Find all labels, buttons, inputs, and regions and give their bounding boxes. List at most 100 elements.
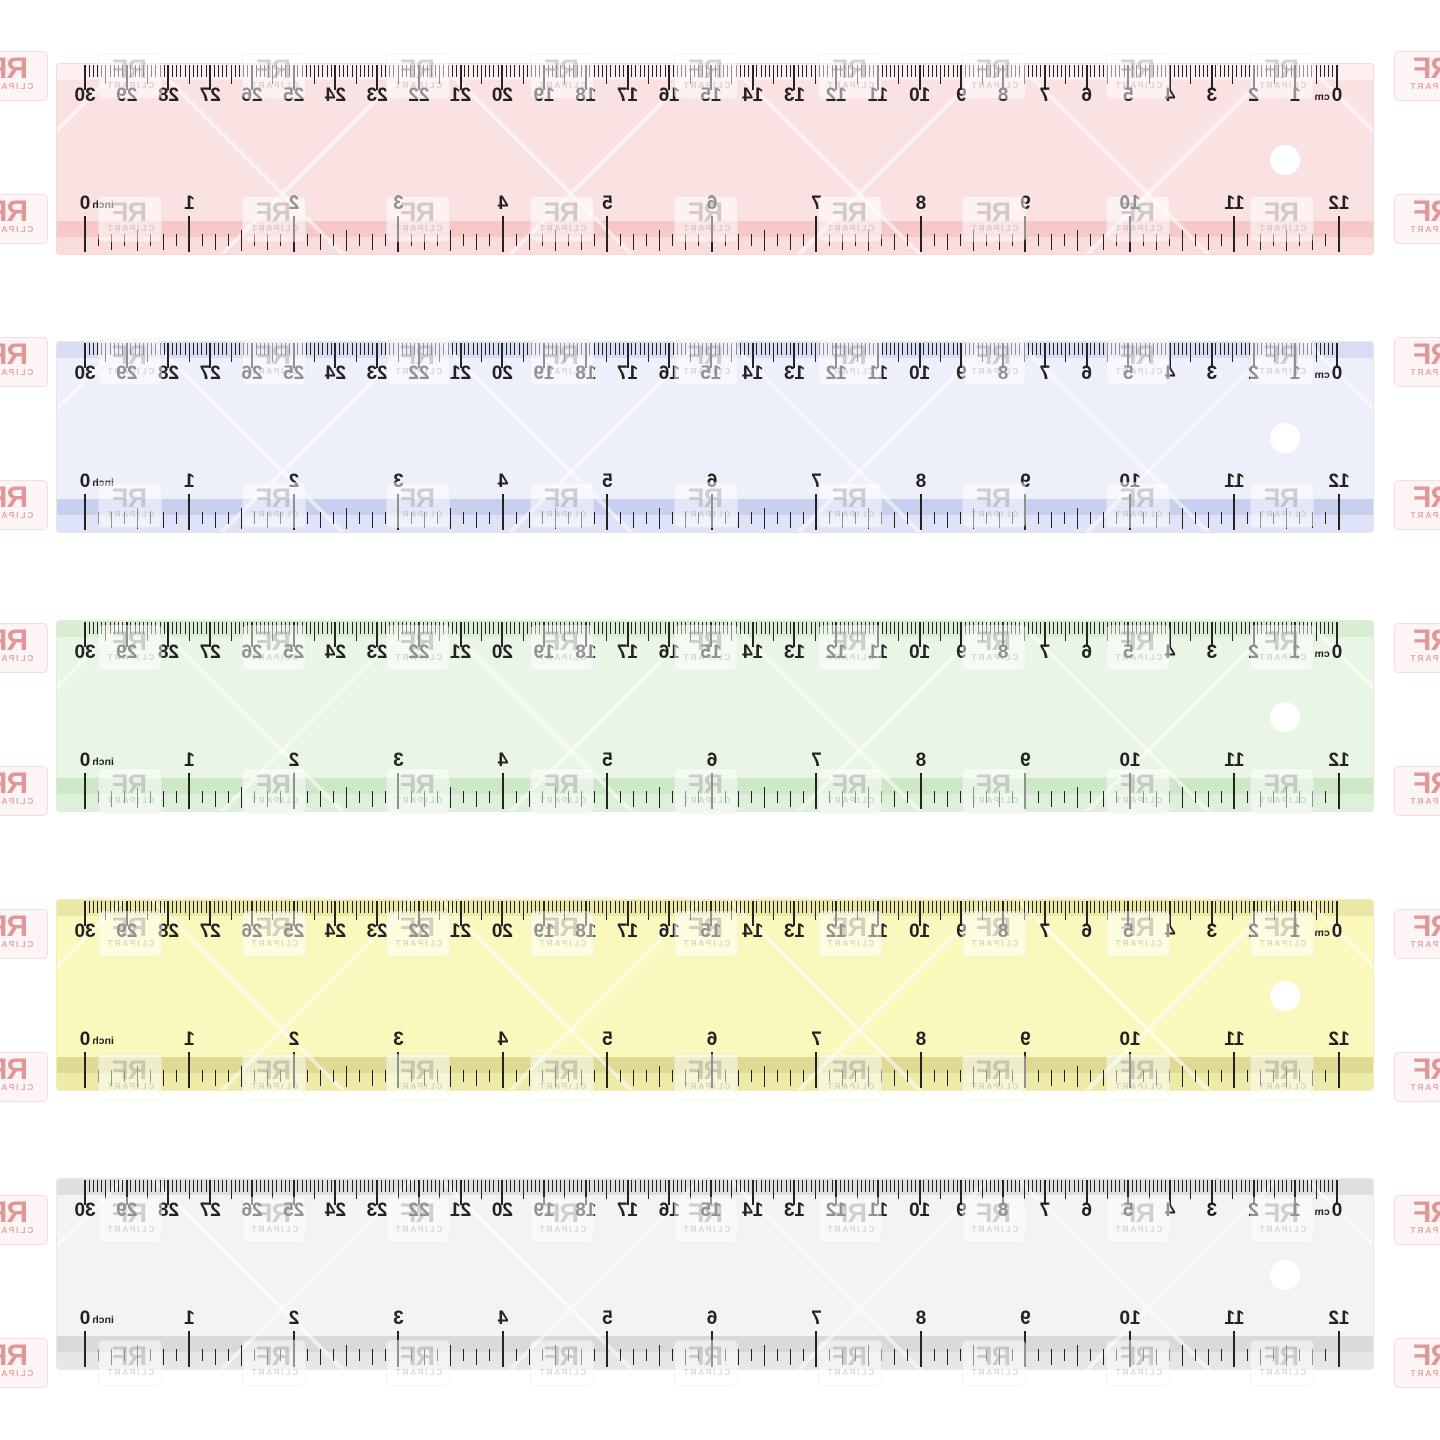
rf-logo-text: RF: [545, 197, 579, 227]
clipart-text: CLIPART: [105, 223, 155, 233]
rf-logo-text: RF: [1265, 197, 1299, 227]
clipart-text: CLIPART: [105, 938, 155, 948]
clipart-text: CLIPART: [681, 223, 731, 233]
clipart-text: CLIPART: [1257, 1081, 1307, 1091]
rf-logo-text: RF: [1414, 624, 1440, 657]
rf-logo-text: RF: [545, 54, 579, 84]
rf-logo-text: RF: [833, 626, 867, 656]
clipart-text: CLIPART: [249, 1367, 299, 1377]
rf-logo-text: RF: [1414, 1339, 1440, 1372]
clipart-text: CLIPART: [537, 938, 587, 948]
clipart-text: CLIPART: [393, 223, 443, 233]
clipart-text: CLIPART: [681, 1081, 731, 1091]
rf-logo-text: RF: [689, 912, 723, 942]
clipart-text: CLIPART: [1408, 81, 1440, 91]
clipart-text: CLIPART: [681, 652, 731, 662]
clipart-text: CLIPART: [249, 1081, 299, 1091]
rf-watermark: RF CLIPART: [674, 196, 738, 242]
rf-watermark: RF CLIPART: [242, 768, 306, 814]
clipart-text: CLIPART: [0, 1225, 34, 1235]
clipart-text: CLIPART: [1113, 509, 1163, 519]
rf-logo-text: RF: [689, 1055, 723, 1085]
clipart-text: CLIPART: [105, 80, 155, 90]
rf-watermark: RF CLIPART: [1250, 1340, 1314, 1386]
rf-logo-text: RF: [977, 340, 1011, 370]
rf-logo-text: RF: [257, 483, 291, 513]
rf-logo-text: RF: [833, 54, 867, 84]
rf-watermark: RF CLIPART: [1106, 196, 1170, 242]
rf-logo-text: RF: [401, 626, 435, 656]
clipart-text: CLIPART: [0, 81, 34, 91]
clipart-text: CLIPART: [969, 652, 1019, 662]
clipart-text: CLIPART: [249, 795, 299, 805]
clipart-text: CLIPART: [1257, 938, 1307, 948]
clipart-text: CLIPART: [537, 1224, 587, 1234]
clipart-text: CLIPART: [537, 509, 587, 519]
rf-watermark: RF CLIPART: [386, 625, 450, 671]
rf-logo-text: RF: [977, 769, 1011, 799]
clipart-text: CLIPART: [681, 938, 731, 948]
rf-logo-text: RF: [401, 1198, 435, 1228]
rf-logo-text: RF: [0, 767, 28, 800]
clipart-text: CLIPART: [825, 223, 875, 233]
clipart-text: CLIPART: [0, 796, 34, 806]
rf-logo-text: RF: [1265, 483, 1299, 513]
rf-logo-text: RF: [545, 1198, 579, 1228]
rf-watermark: RF CLIPART: [962, 482, 1026, 528]
rf-watermark: RF CLIPART: [1250, 1197, 1314, 1243]
rf-logo-text: RF: [977, 197, 1011, 227]
rf-watermark: RF CLIPART: [674, 482, 738, 528]
rf-logo-text: RF: [1265, 1341, 1299, 1371]
rf-logo-text: RF: [0, 1339, 28, 1372]
clipart-text: CLIPART: [105, 1224, 155, 1234]
rf-watermark: RF CLIPART: [962, 768, 1026, 814]
clipart-text: CLIPART: [1113, 938, 1163, 948]
clipart-text: CLIPART: [969, 223, 1019, 233]
clipart-text: CLIPART: [969, 1367, 1019, 1377]
rf-watermark: RF CLIPART: [98, 339, 162, 385]
clipart-text: CLIPART: [1257, 1367, 1307, 1377]
rf-watermark: RF CLIPART: [962, 1054, 1026, 1100]
rf-logo-text: RF: [689, 340, 723, 370]
rf-logo-text: RF: [1265, 1055, 1299, 1085]
rf-watermark: RF CLIPART: [1250, 625, 1314, 671]
rf-logo-text: RF: [833, 1341, 867, 1371]
rf-watermark: RF CLIPART: [962, 1340, 1026, 1386]
rf-logo-text: RF: [1121, 54, 1155, 84]
rf-watermark: RF CLIPART: [242, 1054, 306, 1100]
rf-watermark: RF CLIPART: [386, 53, 450, 99]
clipart-text: CLIPART: [393, 80, 443, 90]
rf-logo-text: RF: [689, 483, 723, 513]
rf-watermark: RF CLIPART: [674, 1197, 738, 1243]
rf-logo-text: RF: [1121, 1055, 1155, 1085]
rf-logo-text: RF: [1414, 1196, 1440, 1229]
clipart-text: CLIPART: [1113, 80, 1163, 90]
rf-logo-text: RF: [401, 1055, 435, 1085]
rf-watermark: RF CLIPART: [530, 1054, 594, 1100]
rf-watermark: RF CLIPART: [386, 196, 450, 242]
rf-logo-text: RF: [1121, 1341, 1155, 1371]
rf-watermark: RF CLIPART: [962, 625, 1026, 671]
clipart-text: CLIPART: [1408, 224, 1440, 234]
rf-logo-text: RF: [689, 197, 723, 227]
rf-logo-text: RF: [689, 626, 723, 656]
rf-logo-text: RF: [977, 626, 1011, 656]
rf-logo-text: RF: [833, 197, 867, 227]
rf-watermark: RF CLIPART: [818, 53, 882, 99]
clipart-text: CLIPART: [105, 509, 155, 519]
rf-watermark: RF CLIPART: [818, 339, 882, 385]
rf-watermark: RF CLIPART: [818, 1340, 882, 1386]
rf-logo-text: RF: [545, 1055, 579, 1085]
rf-watermark: RF CLIPART: [98, 625, 162, 671]
rf-watermark: RF CLIPART: [1106, 53, 1170, 99]
rf-logo-text: RF: [545, 769, 579, 799]
rf-watermark: RF CLIPART: [1106, 768, 1170, 814]
clipart-text: CLIPART: [393, 1367, 443, 1377]
